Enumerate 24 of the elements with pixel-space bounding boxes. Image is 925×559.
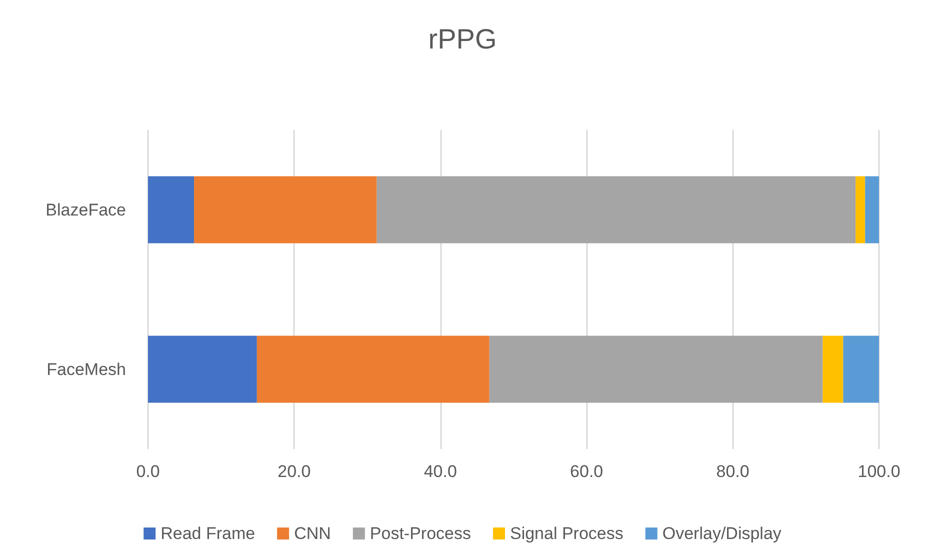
- x-tick-label: 100.0: [858, 462, 900, 481]
- bar: [489, 336, 823, 403]
- legend-label: Signal Process: [510, 524, 624, 543]
- x-tick-label: 60.0: [570, 462, 604, 481]
- x-tick-label: 20.0: [278, 462, 311, 481]
- bar: [256, 336, 490, 403]
- chart-title: rPPG: [428, 24, 497, 54]
- bar: [148, 336, 257, 403]
- bar: [194, 176, 377, 244]
- bar: [843, 336, 879, 403]
- x-tick-label: 0.0: [136, 462, 160, 481]
- x-tick-label: 40.0: [424, 462, 457, 481]
- legend-label: Overlay/Display: [662, 524, 782, 543]
- bar: [822, 336, 844, 403]
- bar: [856, 176, 866, 244]
- x-tick-label: 80.0: [716, 462, 750, 481]
- legend-label: Post-Process: [370, 524, 471, 543]
- y-tick-label: FaceMesh: [46, 360, 126, 379]
- y-tick-label: BlazeFace: [46, 200, 126, 220]
- bar: [865, 176, 879, 244]
- legend-label: CNN: [294, 524, 331, 543]
- bar: [376, 176, 856, 244]
- bar: [148, 176, 194, 244]
- legend-label: Read Frame: [160, 524, 256, 543]
